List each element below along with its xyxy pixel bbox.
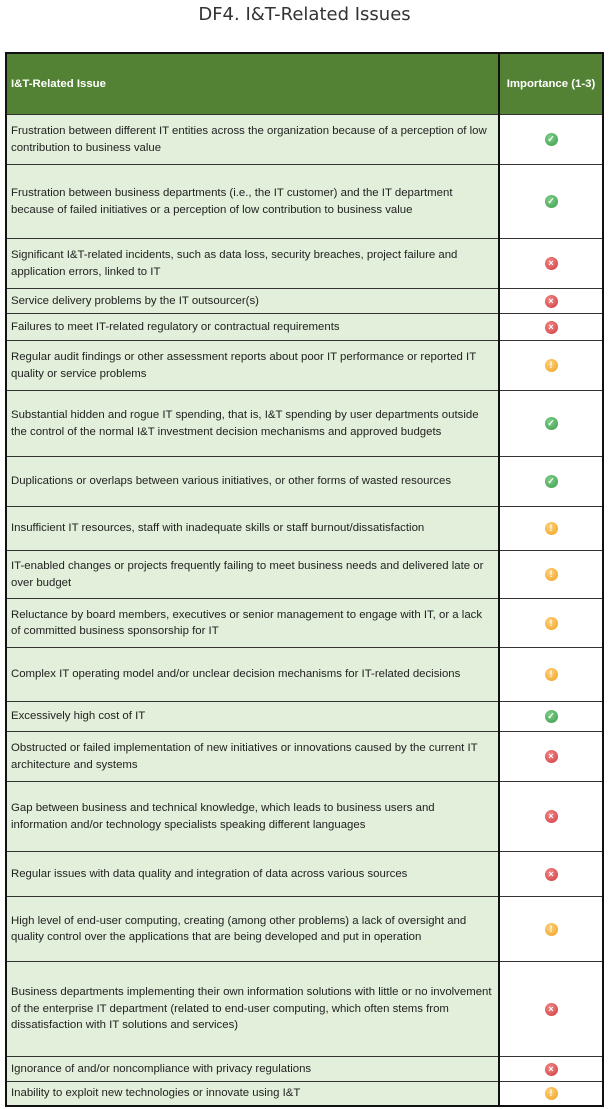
- x-circle-icon: ×: [544, 1062, 558, 1076]
- issue-cell: IT-enabled changes or projects frequentl…: [5, 550, 500, 599]
- issue-cell: Insufficient IT resources, staff with in…: [5, 506, 500, 551]
- x-circle-icon: ×: [544, 750, 558, 764]
- check-circle-icon: ✓: [544, 417, 558, 431]
- importance-cell: !: [498, 598, 604, 648]
- importance-cell: ×: [498, 238, 604, 289]
- issues-table: I&T-Related Issue Importance (1-3) Frust…: [5, 52, 604, 1107]
- column-header-importance: Importance (1-3): [498, 52, 604, 115]
- importance-cell: !: [498, 896, 604, 962]
- table-row: Reluctance by board members, executives …: [5, 598, 604, 648]
- exclamation-circle-icon: !: [544, 616, 558, 630]
- importance-cell: ×: [498, 781, 604, 852]
- issue-cell: Service delivery problems by the IT outs…: [5, 288, 500, 314]
- importance-cell: ×: [498, 961, 604, 1057]
- importance-cell: ✓: [498, 390, 604, 457]
- issue-cell: Ignorance of and/or noncompliance with p…: [5, 1056, 500, 1082]
- importance-cell: ✓: [498, 114, 604, 165]
- x-circle-icon: ×: [544, 1002, 558, 1016]
- table-row: Gap between business and technical knowl…: [5, 781, 604, 852]
- issue-cell: Frustration between different IT entitie…: [5, 114, 500, 165]
- importance-cell: ✓: [498, 701, 604, 732]
- table-row: Inability to exploit new technologies or…: [5, 1081, 604, 1106]
- importance-cell: ×: [498, 731, 604, 782]
- table-row: High level of end-user computing, creati…: [5, 896, 604, 962]
- table-header-row: I&T-Related Issue Importance (1-3): [5, 52, 604, 115]
- table-row: IT-enabled changes or projects frequentl…: [5, 550, 604, 599]
- x-circle-icon: ×: [544, 257, 558, 271]
- issue-cell: Excessively high cost of IT: [5, 701, 500, 732]
- importance-cell: ×: [498, 1056, 604, 1082]
- importance-cell: ✓: [498, 456, 604, 507]
- exclamation-circle-icon: !: [544, 522, 558, 536]
- table-row: Excessively high cost of IT ✓: [5, 701, 604, 732]
- importance-cell: !: [498, 506, 604, 551]
- issue-cell: High level of end-user computing, creati…: [5, 896, 500, 962]
- table-row: Duplications or overlaps between various…: [5, 456, 604, 507]
- issue-cell: Frustration between business departments…: [5, 164, 500, 239]
- exclamation-circle-icon: !: [544, 1087, 558, 1100]
- check-circle-icon: ✓: [544, 710, 558, 724]
- table-row: Obstructed or failed implementation of n…: [5, 731, 604, 782]
- page-title: DF4. I&T-Related Issues: [198, 4, 411, 25]
- issue-cell: Obstructed or failed implementation of n…: [5, 731, 500, 782]
- exclamation-circle-icon: !: [544, 359, 558, 373]
- exclamation-circle-icon: !: [544, 668, 558, 682]
- x-circle-icon: ×: [544, 294, 558, 308]
- check-circle-icon: ✓: [544, 475, 558, 489]
- importance-cell: ×: [498, 313, 604, 341]
- table-row: Frustration between different IT entitie…: [5, 114, 604, 165]
- issue-cell: Business departments implementing their …: [5, 961, 500, 1057]
- issue-cell: Reluctance by board members, executives …: [5, 598, 500, 648]
- table-row: Insufficient IT resources, staff with in…: [5, 506, 604, 551]
- column-header-issue: I&T-Related Issue: [5, 52, 500, 115]
- x-circle-icon: ×: [544, 867, 558, 881]
- issue-cell: Regular audit findings or other assessme…: [5, 340, 500, 391]
- issue-cell: Substantial hidden and rogue IT spending…: [5, 390, 500, 457]
- issue-cell: Failures to meet IT-related regulatory o…: [5, 313, 500, 341]
- table-row: Substantial hidden and rogue IT spending…: [5, 390, 604, 457]
- table-row: Complex IT operating model and/or unclea…: [5, 647, 604, 702]
- table-row: Failures to meet IT-related regulatory o…: [5, 313, 604, 341]
- importance-cell: !: [498, 1081, 604, 1106]
- table-row: Business departments implementing their …: [5, 961, 604, 1057]
- exclamation-circle-icon: !: [544, 568, 558, 582]
- issue-cell: Regular issues with data quality and int…: [5, 851, 500, 897]
- check-circle-icon: ✓: [544, 195, 558, 209]
- importance-cell: ×: [498, 851, 604, 897]
- table-row: Frustration between business departments…: [5, 164, 604, 239]
- table-row: Regular audit findings or other assessme…: [5, 340, 604, 391]
- table-row: Service delivery problems by the IT outs…: [5, 288, 604, 314]
- importance-cell: ✓: [498, 164, 604, 239]
- issue-cell: Complex IT operating model and/or unclea…: [5, 647, 500, 702]
- importance-cell: !: [498, 340, 604, 391]
- check-circle-icon: ✓: [544, 133, 558, 147]
- importance-cell: ×: [498, 288, 604, 314]
- importance-cell: !: [498, 647, 604, 702]
- issue-cell: Significant I&T-related incidents, such …: [5, 238, 500, 289]
- issue-cell: Inability to exploit new technologies or…: [5, 1081, 500, 1106]
- table-row: Regular issues with data quality and int…: [5, 851, 604, 897]
- x-circle-icon: ×: [544, 810, 558, 824]
- issue-cell: Duplications or overlaps between various…: [5, 456, 500, 507]
- x-circle-icon: ×: [544, 320, 558, 334]
- table-row: Significant I&T-related incidents, such …: [5, 238, 604, 289]
- issue-cell: Gap between business and technical knowl…: [5, 781, 500, 852]
- importance-cell: !: [498, 550, 604, 599]
- table-row: Ignorance of and/or noncompliance with p…: [5, 1056, 604, 1082]
- exclamation-circle-icon: !: [544, 922, 558, 936]
